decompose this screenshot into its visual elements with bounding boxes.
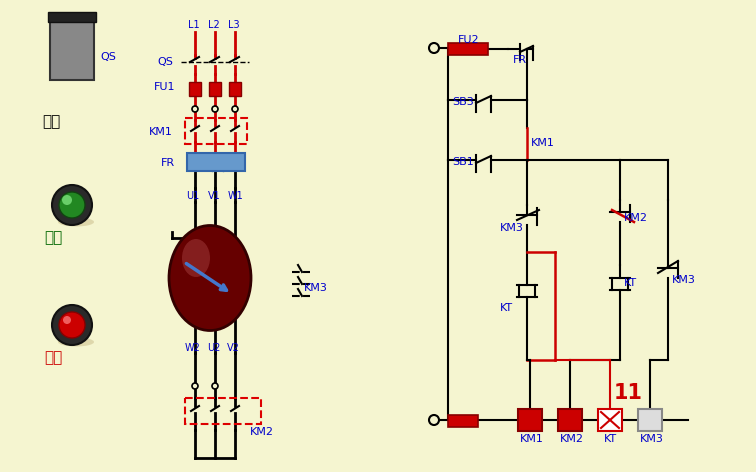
Circle shape	[52, 185, 92, 225]
Text: KM3: KM3	[304, 283, 328, 293]
Bar	[229, 82, 241, 96]
Text: 11: 11	[614, 383, 643, 403]
Bar	[638, 409, 662, 431]
Circle shape	[192, 383, 198, 389]
Text: 停止: 停止	[44, 351, 62, 365]
Circle shape	[429, 43, 439, 53]
Text: KM1: KM1	[531, 138, 555, 148]
Text: L1: L1	[188, 20, 200, 30]
Text: QS: QS	[100, 52, 116, 62]
Text: FU2: FU2	[458, 35, 479, 45]
Bar	[189, 82, 201, 96]
Bar	[518, 409, 542, 431]
Bar	[448, 43, 488, 55]
Circle shape	[192, 106, 198, 112]
Bar	[48, 12, 96, 22]
Text: KM1: KM1	[520, 434, 544, 444]
Text: KM3: KM3	[672, 275, 696, 285]
Text: KM3: KM3	[500, 223, 524, 233]
Ellipse shape	[58, 337, 94, 346]
Text: L3: L3	[228, 20, 240, 30]
Ellipse shape	[169, 226, 251, 330]
Circle shape	[59, 312, 85, 338]
Text: SB1: SB1	[452, 157, 474, 167]
Circle shape	[59, 192, 85, 218]
Bar	[448, 415, 478, 427]
Text: U1: U1	[186, 191, 200, 201]
Circle shape	[62, 195, 72, 205]
Circle shape	[232, 106, 238, 112]
Text: KT: KT	[500, 303, 513, 313]
Circle shape	[429, 415, 439, 425]
Text: U2: U2	[207, 343, 221, 353]
Text: KT: KT	[604, 434, 617, 444]
Bar	[185, 398, 261, 424]
Text: 启动: 启动	[44, 230, 62, 245]
Text: V2: V2	[227, 343, 240, 353]
Circle shape	[52, 305, 92, 345]
Ellipse shape	[182, 239, 210, 277]
Bar	[558, 409, 582, 431]
Text: FU1: FU1	[153, 82, 175, 92]
Text: V1: V1	[208, 191, 221, 201]
Text: W1: W1	[228, 191, 243, 201]
Circle shape	[212, 383, 218, 389]
Text: KM2: KM2	[250, 427, 274, 437]
Bar	[185, 118, 247, 144]
Text: 电源: 电源	[42, 115, 60, 129]
Bar	[187, 153, 245, 171]
Text: FR: FR	[161, 158, 175, 168]
Bar	[209, 82, 221, 96]
Text: KM2: KM2	[560, 434, 584, 444]
Bar	[598, 409, 622, 431]
Text: QS: QS	[157, 57, 173, 67]
Text: KM2: KM2	[624, 213, 648, 223]
Text: FR: FR	[513, 55, 527, 65]
Text: KM3: KM3	[640, 434, 664, 444]
Ellipse shape	[58, 218, 94, 227]
Text: KT: KT	[624, 278, 637, 288]
Circle shape	[63, 316, 71, 324]
Text: W2: W2	[185, 343, 201, 353]
Text: SB3: SB3	[452, 97, 474, 107]
Text: L2: L2	[208, 20, 220, 30]
Circle shape	[212, 106, 218, 112]
Bar	[50, 18, 94, 80]
Text: KM1: KM1	[149, 127, 173, 137]
